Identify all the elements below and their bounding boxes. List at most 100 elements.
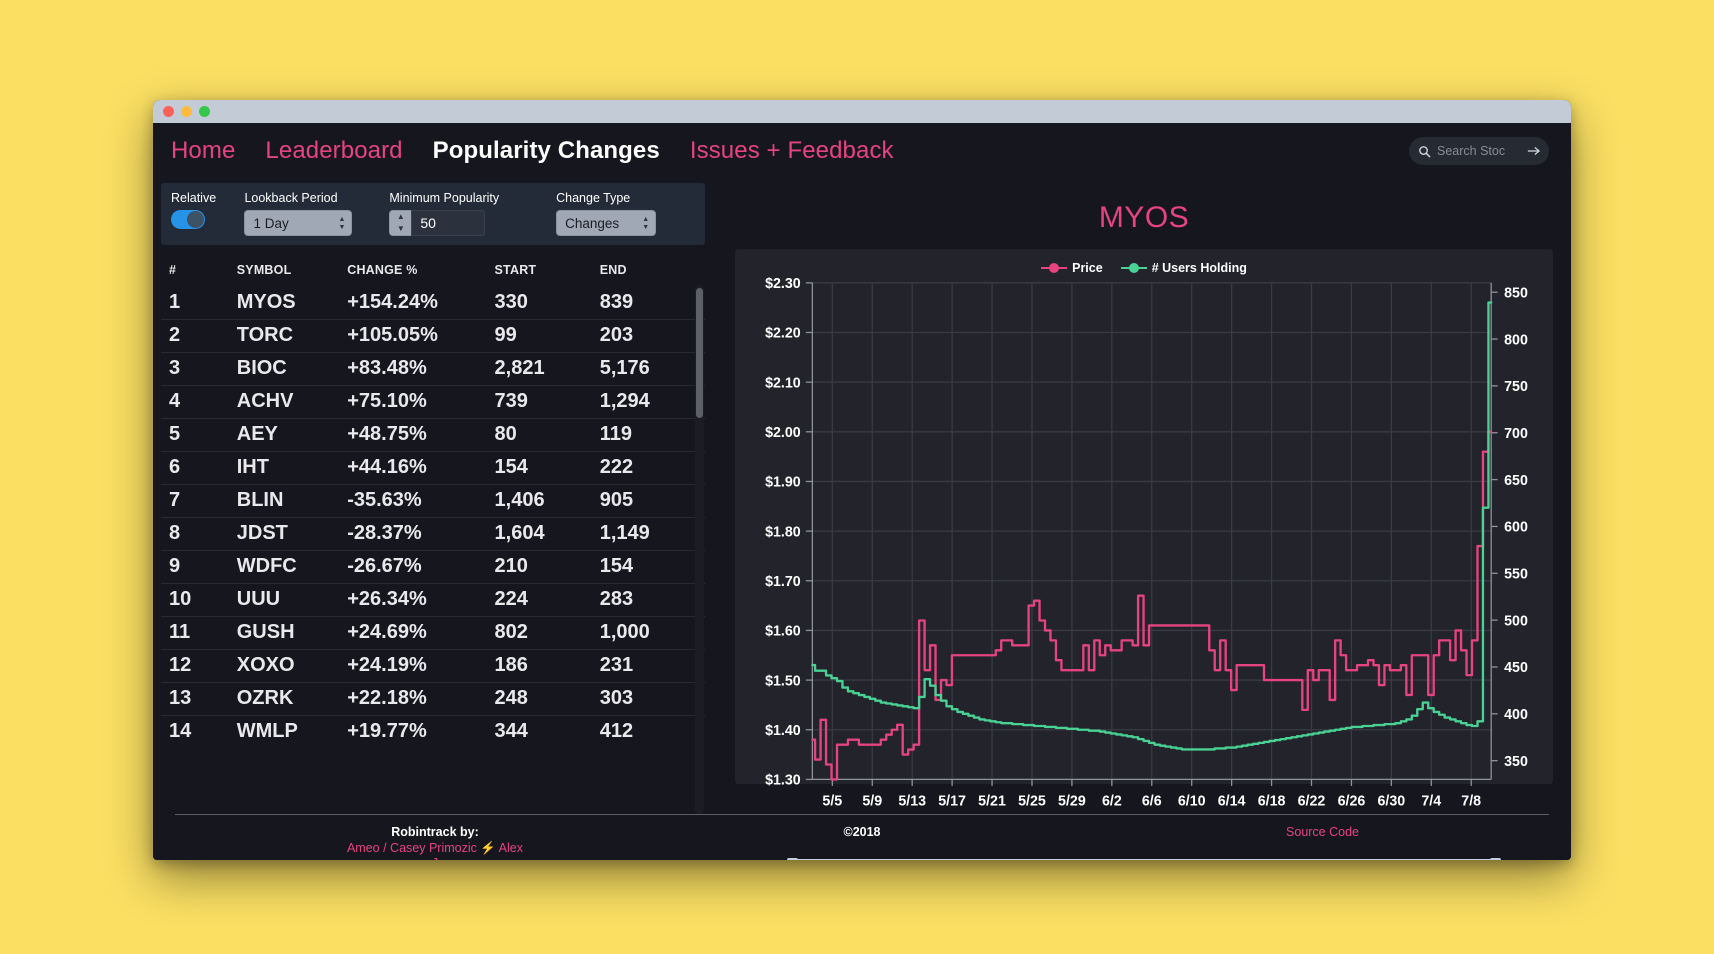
table-row[interactable]: 1 MYOS +154.24% 330 839 bbox=[161, 287, 705, 320]
arrow-right-icon[interactable] bbox=[1527, 145, 1541, 157]
rank-cell: 6 bbox=[161, 451, 237, 485]
table-row[interactable]: 14 WMLP +19.77% 344 412 bbox=[161, 715, 705, 748]
x-axis-tick-label: 6/14 bbox=[1218, 793, 1246, 809]
x-axis-tick-label: 6/2 bbox=[1102, 793, 1122, 809]
chart-plot-area[interactable]: $2.30 $2.20 $2.10 $2.00 $1.90 $1.80 $1.70 $1.60… bbox=[745, 275, 1543, 853]
column-header-start[interactable]: START bbox=[494, 263, 537, 277]
nav-link-issues-feedback[interactable]: Issues + Feedback bbox=[689, 137, 894, 164]
chevron-up-icon[interactable]: ▲ bbox=[396, 212, 405, 221]
table-head: # SYMBOL CHANGE % START END bbox=[161, 259, 705, 287]
minimum-popularity-stepper[interactable]: ▲ ▼ bbox=[389, 210, 412, 236]
symbol-cell: UUU bbox=[236, 583, 348, 617]
end-cell: 1,000 bbox=[599, 616, 705, 650]
relative-label: Relative bbox=[171, 191, 217, 205]
table-row[interactable]: 5 AEY +48.75% 80 119 bbox=[161, 418, 705, 452]
start-cell: 1,406 bbox=[494, 484, 600, 518]
table-row[interactable]: 13 OZRK +22.18% 248 303 bbox=[161, 682, 705, 716]
end-cell: 905 bbox=[599, 484, 705, 518]
table-row[interactable]: 7 BLIN -35.63% 1,406 905 bbox=[161, 484, 705, 518]
lookback-period-label: Lookback Period bbox=[244, 191, 338, 205]
symbol-cell: ACHV bbox=[236, 385, 348, 419]
legend-item-users-holding[interactable]: # Users Holding bbox=[1120, 261, 1247, 275]
filter-lookback-period: Lookback Period 1 Day ▲ ▼ bbox=[244, 191, 389, 236]
rank-cell: 13 bbox=[161, 682, 237, 716]
x-axis-tick-label: 7/8 bbox=[1461, 793, 1481, 809]
x-axis-tick-label: 7/4 bbox=[1421, 793, 1441, 809]
chevron-down-icon[interactable]: ▼ bbox=[396, 224, 405, 233]
change-percent-cell: +105.05% bbox=[347, 319, 495, 353]
footer-source-code-link[interactable]: Source Code bbox=[1286, 825, 1359, 839]
close-window-button[interactable] bbox=[163, 106, 174, 117]
lookback-period-select[interactable]: 1 Day ▲ ▼ bbox=[244, 210, 353, 236]
chart-title: MYOS bbox=[1098, 201, 1190, 234]
symbol-cell: IHT bbox=[236, 451, 348, 485]
minimum-popularity-field[interactable]: ▲ ▼ bbox=[389, 210, 556, 236]
nav-link-home[interactable]: Home bbox=[171, 137, 236, 164]
table-row[interactable]: 4 ACHV +75.10% 739 1,294 bbox=[161, 385, 705, 419]
table-row[interactable]: 6 IHT +44.16% 154 222 bbox=[161, 451, 705, 485]
x-axis-tick-label: 5/13 bbox=[898, 793, 926, 809]
change-type-select[interactable]: Changes ▲ ▼ bbox=[556, 210, 657, 236]
left-column: Relative Lookback Period 1 Day ▲ ▼ Minimu… bbox=[153, 179, 713, 814]
symbol-cell: MYOS bbox=[236, 291, 296, 313]
change-percent-cell: -26.67% bbox=[347, 550, 495, 584]
minimize-window-button[interactable] bbox=[181, 106, 192, 117]
legend-item-price[interactable]: Price bbox=[1041, 261, 1103, 275]
rank-cell: 8 bbox=[161, 517, 237, 551]
search-box[interactable] bbox=[1409, 137, 1549, 165]
table-scrollbar-thumb[interactable] bbox=[696, 288, 703, 418]
table-row[interactable]: 3 BIOC +83.48% 2,821 5,176 bbox=[161, 352, 705, 386]
symbol-cell: BIOC bbox=[236, 352, 348, 386]
footer-credit-authors[interactable]: Ameo / Casey Primozic ⚡ Alex J bbox=[346, 841, 524, 860]
x-axis-tick-label: 6/26 bbox=[1338, 793, 1366, 809]
end-cell: 5,176 bbox=[599, 352, 705, 386]
change-percent-cell: +154.24% bbox=[347, 291, 438, 313]
start-cell: 330 bbox=[494, 291, 528, 313]
footer-credit: Robintrack by: Ameo / Casey Primozic ⚡ A… bbox=[345, 825, 525, 860]
column-header-end[interactable]: END bbox=[599, 263, 627, 277]
table-row[interactable]: 10 UUU +26.34% 224 283 bbox=[161, 583, 705, 617]
relative-toggle[interactable] bbox=[171, 210, 205, 229]
table-scrollbar[interactable] bbox=[695, 285, 704, 814]
symbol-cell: WDFC bbox=[236, 550, 348, 584]
table-row[interactable]: 8 JDST -28.37% 1,604 1,149 bbox=[161, 517, 705, 551]
navbar: Home Leaderboard Popularity Changes Issu… bbox=[153, 123, 1571, 179]
x-axis-tick-label: 6/22 bbox=[1298, 793, 1326, 809]
start-cell: 1,604 bbox=[494, 517, 600, 551]
rank-cell: 7 bbox=[161, 484, 237, 518]
table-row[interactable]: 12 XOXO +24.19% 186 231 bbox=[161, 649, 705, 683]
chart-range-slider[interactable] bbox=[787, 857, 1501, 860]
range-slider-handle-left[interactable] bbox=[787, 857, 798, 860]
start-cell: 802 bbox=[494, 616, 600, 650]
change-percent-cell: -35.63% bbox=[347, 484, 495, 518]
search-input[interactable] bbox=[1437, 144, 1521, 158]
chevron-updown-icon: ▲ ▼ bbox=[338, 215, 346, 231]
change-percent-cell: +26.34% bbox=[347, 583, 495, 617]
browser-window: Home Leaderboard Popularity Changes Issu… bbox=[153, 100, 1571, 860]
range-slider-handle-right[interactable] bbox=[1490, 857, 1501, 860]
start-cell: 210 bbox=[494, 550, 600, 584]
minimum-popularity-input[interactable] bbox=[411, 210, 486, 236]
column-header-change[interactable]: CHANGE % bbox=[347, 263, 418, 277]
maximize-window-button[interactable] bbox=[199, 106, 210, 117]
right-column: MYOS Price # Users Holding $2.30 $2.2 bbox=[713, 179, 1571, 860]
change-percent-cell: +24.69% bbox=[347, 616, 495, 650]
popularity-table-wrap: # SYMBOL CHANGE % START END 1 MYOS +154.24… bbox=[161, 259, 705, 814]
start-cell: 224 bbox=[494, 583, 600, 617]
filter-bar: Relative Lookback Period 1 Day ▲ ▼ Minimu… bbox=[161, 183, 705, 245]
table-row[interactable]: 11 GUSH +24.69% 802 1,000 bbox=[161, 616, 705, 650]
table-row[interactable]: 9 WDFC -26.67% 210 154 bbox=[161, 550, 705, 584]
rank-cell: 3 bbox=[161, 352, 237, 386]
app-body: Home Leaderboard Popularity Changes Issu… bbox=[153, 123, 1571, 860]
y-axis-left-tick-label: $1.70 bbox=[765, 574, 801, 590]
y-axis-left-tick-label: $2.10 bbox=[765, 375, 801, 391]
change-percent-cell: +75.10% bbox=[347, 385, 495, 419]
column-header-symbol[interactable]: SYMBOL bbox=[236, 263, 292, 277]
symbol-cell: JDST bbox=[236, 517, 348, 551]
toggle-knob bbox=[187, 211, 204, 228]
table-row[interactable]: 2 TORC +105.05% 99 203 bbox=[161, 319, 705, 353]
column-header-rank[interactable]: # bbox=[169, 263, 177, 277]
y-axis-right-tick-label: 600 bbox=[1504, 520, 1528, 536]
nav-link-leaderboard[interactable]: Leaderboard bbox=[265, 137, 403, 164]
nav-link-popularity-changes[interactable]: Popularity Changes bbox=[432, 137, 660, 164]
